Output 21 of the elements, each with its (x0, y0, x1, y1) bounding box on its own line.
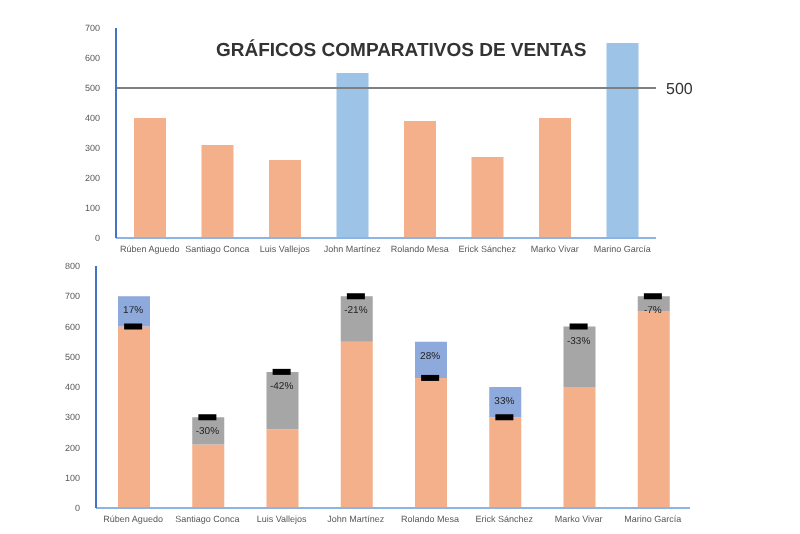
bar (336, 73, 369, 238)
bar (563, 326, 596, 387)
bar (340, 296, 373, 342)
bar (269, 160, 301, 238)
text: GRÁFICOS COMPARATIVOS DE VENTAS (216, 40, 587, 62)
bar (471, 157, 504, 238)
bar (266, 371, 299, 430)
bar (606, 43, 639, 238)
bar (266, 429, 299, 508)
bar (201, 145, 234, 238)
bar (340, 341, 373, 508)
ref-line-label: 500 (666, 79, 694, 98)
bar (415, 377, 447, 508)
bar (563, 387, 596, 508)
bar (489, 417, 522, 508)
bar (637, 311, 670, 508)
bar (192, 444, 225, 508)
bar (539, 118, 571, 238)
bar (118, 326, 150, 508)
bar (134, 118, 166, 238)
bar (404, 121, 436, 238)
